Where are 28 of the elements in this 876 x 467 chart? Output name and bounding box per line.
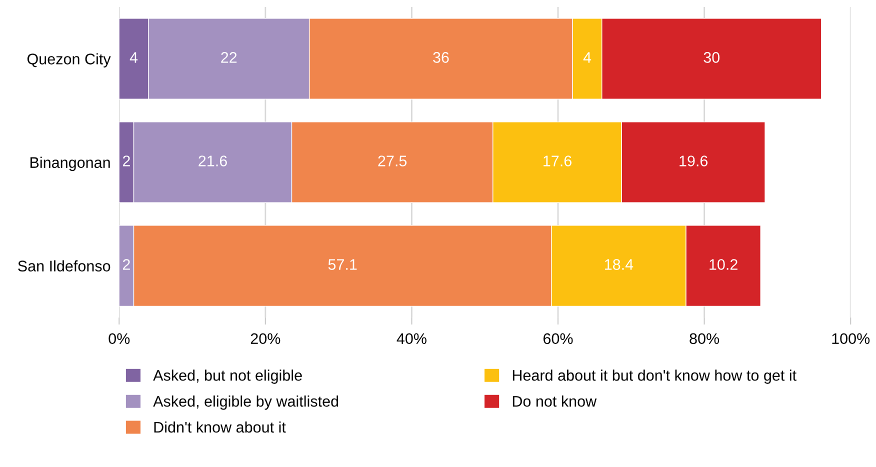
x-tick-label: 60% bbox=[544, 333, 573, 344]
x-tick-label: 100% bbox=[832, 333, 870, 344]
data-label: 10.2 bbox=[710, 259, 738, 270]
data-label: 27.5 bbox=[378, 156, 407, 166]
data-label: 4 bbox=[130, 52, 138, 63]
data-label: 4 bbox=[583, 52, 592, 63]
y-tick-label: Quezon City bbox=[27, 53, 111, 68]
data-label: 2 bbox=[122, 156, 130, 166]
data-label: 21.6 bbox=[198, 156, 227, 166]
data-label: 17.6 bbox=[544, 156, 572, 166]
data-label: 18.4 bbox=[605, 259, 634, 270]
x-tick-label: 0% bbox=[108, 333, 130, 344]
legend-label: Heard about it but don't know how to get it bbox=[512, 370, 796, 384]
x-tick-label: 40% bbox=[396, 333, 426, 344]
x-tick-label: 20% bbox=[250, 333, 280, 344]
y-tick-label: Binangonan bbox=[30, 156, 110, 171]
legend-label: Asked, but not eligible bbox=[153, 370, 302, 384]
data-label: 30 bbox=[704, 52, 720, 63]
legend-label: Didn't know about it bbox=[154, 421, 286, 433]
legend-label: Asked, eligible by waitlisted bbox=[153, 396, 338, 410]
data-label: 36 bbox=[433, 52, 449, 63]
data-label: 19.6 bbox=[680, 156, 708, 166]
data-label: 57.1 bbox=[328, 259, 357, 270]
legend-label: Do not know bbox=[512, 396, 597, 407]
y-tick-label: San Ildefonso bbox=[18, 260, 110, 272]
data-label: 22 bbox=[221, 52, 237, 63]
x-tick-label: 80% bbox=[690, 333, 720, 344]
data-label: 2 bbox=[122, 259, 130, 270]
